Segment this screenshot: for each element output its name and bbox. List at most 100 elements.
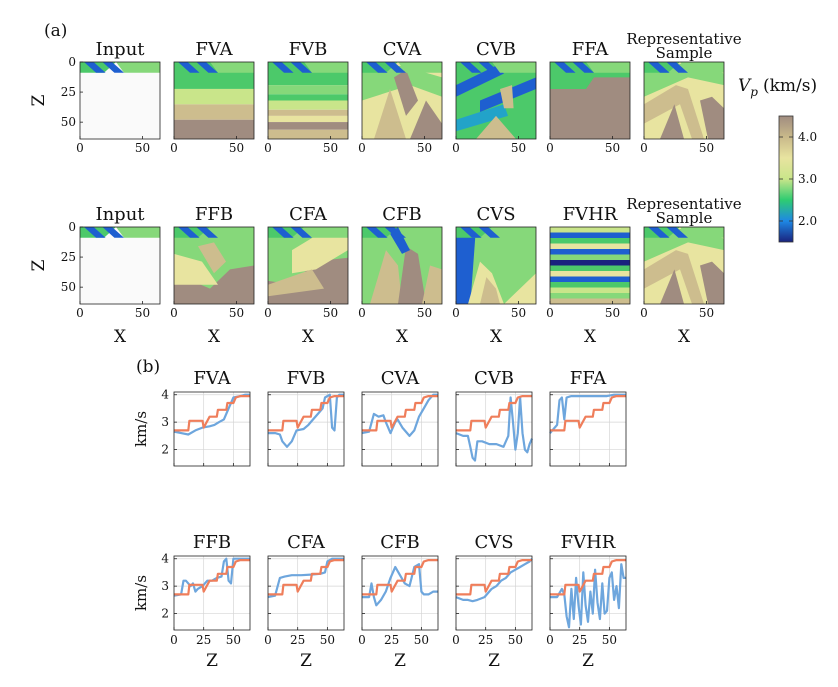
y-axis-label: Z — [29, 259, 49, 271]
velocity-layer — [550, 265, 630, 271]
velocity-layer — [586, 62, 630, 73]
velocity-layer — [644, 85, 704, 139]
profile-row-bottom: FFB 0 25 50 2 3 4 km/s Z CFA 0 25 50 Z CFB 0 25 50 Z CVS 0 25… — [132, 532, 627, 671]
velocity-layer — [550, 227, 630, 233]
x-tick-label: 50 — [226, 633, 241, 647]
profile-panel: FVA 2 3 4 km/s — [132, 368, 251, 467]
x-axis-label: Z — [394, 651, 406, 671]
colorbar-label-symbol: V — [738, 76, 752, 96]
reference-line — [174, 395, 250, 432]
panel-frame — [79, 226, 161, 305]
panel-title: FVA — [193, 368, 231, 389]
velocity-layer — [268, 85, 348, 95]
velocity-layer — [174, 119, 254, 139]
velocity-layer — [178, 62, 200, 73]
prediction-line — [361, 393, 438, 437]
panel-title: Input — [95, 39, 145, 60]
velocity-panel: FFA 0 50 — [546, 39, 631, 155]
reference-line — [268, 558, 344, 596]
x-tick-label: 50 — [320, 633, 335, 647]
x-tick-label: 0 — [546, 306, 554, 320]
velocity-layer — [84, 62, 106, 73]
velocity-panel: FVHR 0 50 X — [546, 204, 631, 347]
panel-frame — [643, 61, 725, 140]
profile-row-top: FVA 2 3 4 km/s FVB CVA CVB FFA — [132, 368, 627, 467]
velocity-layer — [398, 246, 426, 304]
velocity-layer — [550, 249, 630, 255]
profile-panel: FVB — [267, 368, 345, 467]
velocity-panel: CVS 0 50 X — [452, 204, 537, 347]
reference-line — [174, 558, 250, 596]
velocity-panel: FVA 0 50 — [170, 39, 255, 155]
velocity-layer — [476, 115, 516, 139]
x-axis-label: Z — [582, 651, 594, 671]
velocity-layer — [410, 100, 442, 139]
x-tick-label: 50 — [605, 141, 620, 155]
x-tick-label: 50 — [323, 141, 338, 155]
velocity-layer — [550, 298, 630, 304]
x-axis-label: Z — [206, 651, 218, 671]
velocity-layer — [290, 227, 312, 238]
colorbar-label: Vp (km/s) — [738, 76, 817, 99]
velocity-layer — [456, 104, 508, 132]
panel-title: FFA — [570, 368, 607, 389]
velocity-layer — [644, 250, 704, 304]
panel-title: FFA — [572, 39, 609, 60]
panel-frame — [267, 555, 345, 631]
profile-panel: FFB 0 25 50 2 3 4 km/s Z — [132, 532, 251, 671]
y-tick-label: 0 — [68, 220, 76, 234]
panel-frame — [549, 226, 631, 305]
x-tick-label: 0 — [170, 306, 178, 320]
velocity-layer — [550, 232, 630, 238]
panel-frame — [455, 61, 537, 140]
velocity-layer — [680, 62, 724, 73]
panel-frame — [643, 226, 725, 305]
velocity-layer — [80, 227, 160, 304]
prediction-line — [549, 393, 626, 434]
profile-panel: FFA — [549, 368, 627, 467]
panel-frame — [455, 555, 533, 631]
velocity-layer — [550, 282, 630, 288]
velocity-layer — [272, 62, 294, 73]
velocity-layer — [550, 276, 630, 282]
panel-frame — [267, 226, 349, 305]
panel-frame — [173, 391, 251, 467]
panel-title: CFB — [382, 204, 422, 225]
velocity-layer — [422, 265, 442, 304]
velocity-layer — [478, 62, 500, 73]
panel-frame — [361, 391, 439, 467]
velocity-layer — [102, 227, 124, 238]
x-tick-label: 25 — [196, 633, 211, 647]
panel-frame — [455, 226, 537, 305]
panel-frame — [361, 555, 439, 631]
profile-panel: CFA 0 25 50 Z — [264, 532, 345, 671]
panel-frame — [173, 61, 255, 140]
velocity-layer — [572, 62, 594, 73]
x-tick-label: 0 — [546, 141, 554, 155]
velocity-layer — [174, 88, 254, 105]
velocity-layer — [648, 62, 670, 73]
x-tick-label: 0 — [546, 633, 554, 647]
velocity-layer — [384, 227, 406, 238]
x-tick-label: 0 — [358, 633, 366, 647]
velocity-layer — [700, 261, 724, 304]
colorbar-tick-label: 4.0 — [798, 130, 817, 144]
x-tick-label: 0 — [264, 633, 272, 647]
velocity-layer — [660, 104, 684, 139]
y-axis-label: km/s — [132, 411, 150, 447]
velocity-layer — [268, 129, 348, 139]
panel-frame — [549, 391, 627, 467]
x-tick-label: 0 — [76, 306, 84, 320]
x-tick-label: 0 — [452, 306, 460, 320]
x-axis-label: X — [678, 327, 691, 347]
x-axis-label: X — [584, 327, 597, 347]
x-tick-label: 50 — [417, 141, 432, 155]
profile-panel: FVHR 0 25 50 Z — [546, 532, 627, 671]
y-tick-label: 2 — [161, 443, 169, 457]
velocity-layer — [666, 62, 688, 73]
velocity-layer — [492, 62, 536, 73]
velocity-layer — [550, 243, 630, 249]
y-tick-label: 50 — [61, 280, 76, 294]
